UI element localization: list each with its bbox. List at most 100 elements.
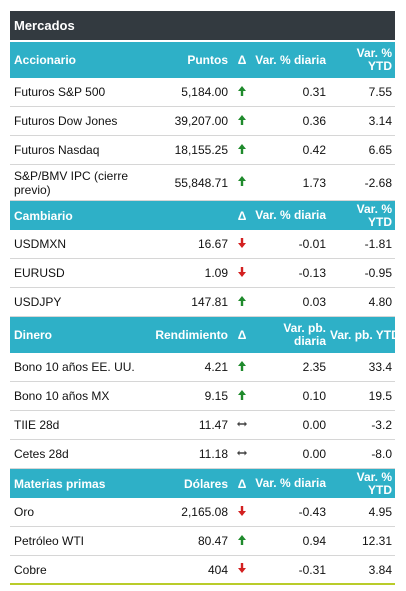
col-header-value: Rendimiento [155, 328, 228, 342]
arrow-down-icon [236, 237, 248, 249]
row-name: USDMXN [14, 237, 67, 251]
row-direction [232, 237, 252, 252]
row-ytd-change: 3.14 [368, 114, 392, 128]
row-direction [232, 562, 252, 577]
table-row: USDMXN 16.67 -0.01 -1.81 [10, 230, 395, 259]
row-name: S&P/BMV IPC (cierre previo) [14, 168, 129, 197]
arrow-down-icon [236, 505, 248, 517]
section-rows-accionario: Futuros S&P 500 5,184.00 0.31 7.55 Futuros D… [10, 78, 395, 201]
row-value: 55,848.71 [174, 175, 228, 190]
col-header-name: Accionario [14, 53, 77, 67]
arrow-up-icon [236, 295, 248, 307]
arrow-down-icon [236, 562, 248, 574]
row-name: Futuros Dow Jones [14, 114, 118, 128]
arrow-up-icon [236, 85, 248, 97]
row-daily-change: 0.00 [302, 447, 326, 461]
row-ytd-change: -0.95 [364, 266, 392, 280]
row-direction [232, 175, 252, 190]
row-name: USDJPY [14, 295, 62, 309]
col-header-value: Dólares [183, 476, 228, 491]
col-header-name: Dinero [14, 328, 53, 342]
row-value: 9.15 [204, 389, 228, 403]
row-ytd-change: 4.95 [368, 505, 392, 519]
row-name: Futuros Nasdaq [14, 143, 100, 157]
row-name: Futuros S&P 500 [14, 85, 106, 99]
row-daily-change: 2.35 [302, 360, 326, 374]
col-header-ytd: Var. % YTD [356, 469, 392, 497]
row-direction [232, 360, 252, 375]
col-header-daily: Var. % diaria [255, 476, 326, 490]
table-row: EURUSD 1.09 -0.13 -0.95 [10, 259, 395, 288]
col-header-name: Cambiario [14, 208, 73, 223]
arrow-up-icon [236, 175, 248, 187]
row-direction [232, 447, 252, 462]
row-value: 18,155.25 [174, 143, 228, 157]
section-rows-cambiario: USDMXN 16.67 -0.01 -1.81 EURUSD 1.09 -0.13 -0.9… [10, 230, 395, 317]
col-header-ytd: Var. % YTD [356, 46, 392, 73]
row-daily-change: 0.31 [302, 85, 326, 99]
table-row: USDJPY 147.81 0.03 4.80 [10, 288, 395, 317]
table-row: Cobre 404 -0.31 3.84 [10, 556, 395, 585]
row-value: 5,184.00 [181, 85, 228, 99]
row-daily-change: -0.31 [298, 562, 326, 577]
row-daily-change: 0.10 [302, 389, 326, 403]
table-row: Futuros Nasdaq 18,155.25 0.42 6.65 [10, 136, 395, 165]
row-value: 11.47 [198, 418, 228, 432]
arrow-up-icon [236, 534, 248, 546]
arrow-down-icon [236, 266, 248, 278]
row-direction [232, 505, 252, 520]
col-header-daily: Var. % diaria [255, 208, 326, 222]
arrow-left-right-icon [236, 447, 248, 459]
row-value: 11.18 [198, 447, 228, 461]
row-value: 147.81 [191, 295, 228, 309]
col-header-delta: Δ [237, 208, 247, 223]
row-ytd-change: 33.4 [368, 360, 392, 374]
table-row: Petróleo WTI 80.47 0.94 12.31 [10, 527, 395, 556]
row-value: 16.67 [197, 237, 228, 251]
row-ytd-change: 4.80 [368, 295, 392, 309]
row-ytd-change: -3.2 [371, 418, 392, 432]
table-row: Futuros Dow Jones 39,207.00 0.36 3.14 [10, 107, 395, 136]
row-ytd-change: -1.81 [364, 237, 392, 251]
row-direction [232, 418, 252, 433]
row-direction [232, 85, 252, 100]
panel-title: Mercados [10, 11, 395, 40]
row-direction [232, 389, 252, 404]
row-ytd-change: 12.31 [361, 534, 392, 548]
row-daily-change: 0.42 [302, 143, 326, 157]
col-header-ytd: Var. % YTD [356, 201, 392, 229]
arrow-up-icon [236, 114, 248, 126]
row-value: 4.21 [204, 360, 228, 374]
row-name: TIIE 28d [14, 418, 60, 432]
section-rows-dinero: Bono 10 años EE. UU. 4.21 2.35 33.4 Bono 10 … [10, 353, 395, 469]
row-daily-change: -0.13 [298, 266, 326, 280]
row-name: Bono 10 años EE. UU. [14, 360, 135, 374]
row-name: Oro [14, 505, 35, 519]
col-header-delta: Δ [237, 476, 247, 491]
table-row: Oro 2,165.08 -0.43 4.95 [10, 498, 395, 527]
row-ytd-change: -2.68 [364, 175, 392, 190]
col-header-delta: Δ [237, 328, 247, 342]
table-row: Bono 10 años MX 9.15 0.10 19.5 [10, 382, 395, 411]
row-ytd-change: -8.0 [371, 447, 392, 461]
row-daily-change: 0.94 [302, 534, 326, 548]
table-row: S&P/BMV IPC (cierre previo) 55,848.71 1.73… [10, 165, 395, 201]
row-direction [232, 534, 252, 549]
section-header-materias: Materias primas Dólares Δ Var. % diaria … [10, 469, 395, 498]
table-row: Futuros S&P 500 5,184.00 0.31 7.55 [10, 78, 395, 107]
row-ytd-change: 19.5 [368, 389, 392, 403]
col-header-name: Materias primas [14, 476, 106, 491]
row-direction [232, 266, 252, 281]
col-header-ytd: Var. pb. YTD [330, 327, 400, 342]
arrow-left-right-icon [236, 418, 248, 430]
col-header-value: Puntos [187, 53, 228, 67]
col-header-daily: Var. % diaria [255, 52, 326, 67]
row-name: EURUSD [14, 266, 65, 280]
row-name: Cetes 28d [14, 447, 69, 461]
row-ytd-change: 3.84 [368, 562, 392, 577]
arrow-up-icon [236, 360, 248, 372]
row-daily-change: 1.73 [302, 175, 326, 190]
row-ytd-change: 7.55 [368, 85, 392, 99]
row-daily-change: 0.00 [302, 418, 326, 432]
row-value: 80.47 [197, 534, 228, 548]
